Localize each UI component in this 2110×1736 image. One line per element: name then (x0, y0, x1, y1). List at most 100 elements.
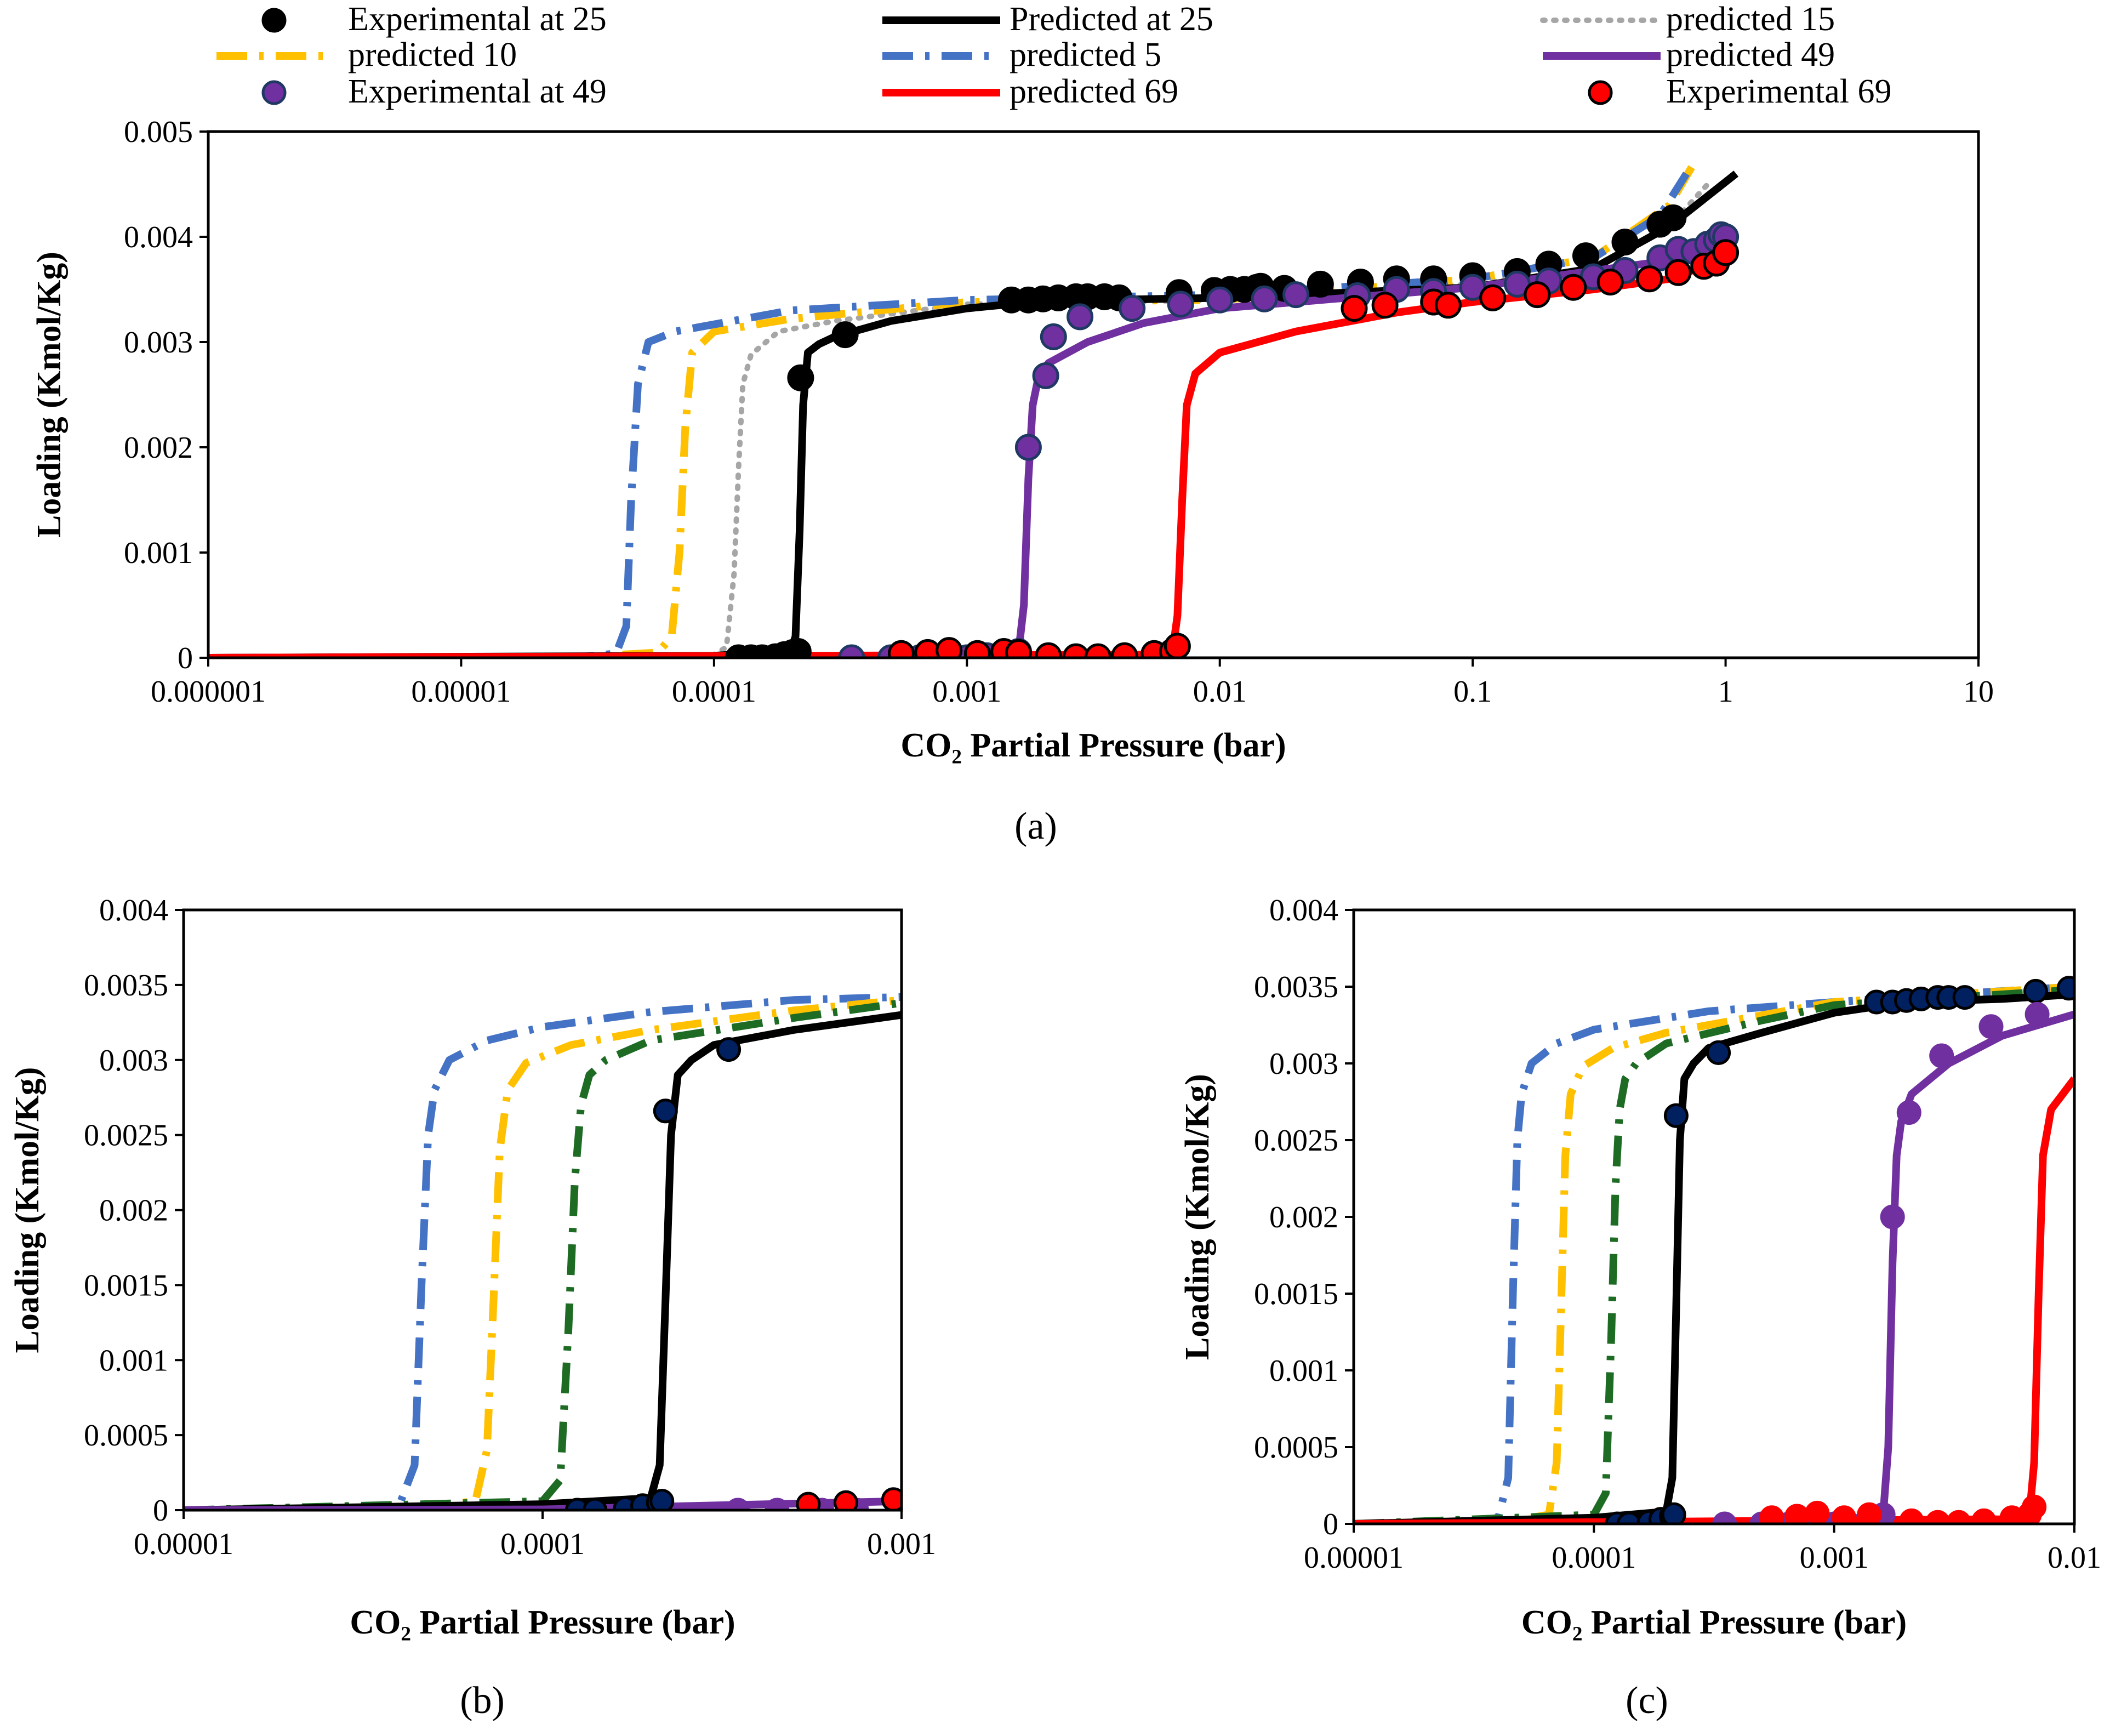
y-tick-label: 0.002 (1269, 1200, 1338, 1234)
legend-item-experimental-at-49: Experimental at 49 (261, 73, 607, 110)
legend-item-experimental-69: Experimental 69 (1588, 73, 1891, 110)
data-point-experimental-at-25 (653, 1098, 678, 1124)
data-point-experimental-at-25 (716, 1037, 742, 1062)
legend-item-predicted-49: predicted 49 (1543, 36, 1835, 73)
data-point-experimental-69 (1899, 1508, 1924, 1524)
y-tick-label: 0.005 (124, 115, 193, 149)
data-point-experimental-at-49 (838, 644, 865, 658)
y-tick-label: 0.003 (1269, 1047, 1338, 1081)
data-point-experimental-at-49 (1929, 1043, 1954, 1068)
y-axis-title: Loading (Kmol/Kg) (9, 1067, 46, 1353)
series-line-predicted-at-25 (184, 1011, 902, 1510)
legend-label: predicted 5 (1010, 36, 1161, 73)
data-point-experimental-69 (2022, 1494, 2047, 1519)
x-axis-title: CO₂ Partial Pressure (bar) (350, 1604, 735, 1641)
legend-item-predicted-15: predicted 15 (1540, 1, 1835, 38)
data-point-experimental-at-25 (787, 364, 814, 391)
y-tick-label: 0.0025 (84, 1119, 168, 1153)
data-point-experimental-at-25 (784, 638, 812, 658)
x-tick-label: 0.01 (2048, 1541, 2101, 1575)
series-line-predicted-10 (1354, 983, 2074, 1524)
data-point-experimental-69 (1971, 1508, 1997, 1524)
data-point-experimental-at-25 (1616, 1511, 1641, 1524)
series-line-predicted-5 (208, 172, 1690, 658)
legend-marker (261, 80, 287, 105)
series-line-predicted-15 (1354, 986, 2074, 1524)
x-tick-label: 0.01 (1193, 675, 1247, 709)
x-axis-title: CO₂ Partial Pressure (bar) (1521, 1604, 1907, 1641)
series-line-predicted-15 (208, 181, 1710, 658)
series-line-predicted-10 (184, 996, 902, 1510)
x-axis-title: CO₂ Partial Pressure (bar) (900, 727, 1286, 764)
y-tick-label: 0 (153, 1494, 168, 1528)
legend-item-predicted-10: predicted 10 (216, 36, 517, 73)
data-point-experimental-69 (1005, 639, 1032, 658)
data-point-experimental-at-49 (1282, 281, 1310, 309)
series-line-predicted-49 (1354, 1010, 2074, 1524)
series-line-predicted-10 (208, 161, 1697, 658)
data-point-experimental-69 (1712, 239, 1740, 266)
data-point-experimental-69 (1832, 1505, 1857, 1524)
data-point-experimental-69 (1759, 1505, 1784, 1524)
y-tick-label: 0.002 (124, 431, 193, 465)
x-tick-label: 0.0001 (500, 1527, 585, 1561)
data-point-experimental-69 (1164, 633, 1191, 658)
series-line-predicted-at-25 (208, 170, 1739, 658)
x-tick-label: 0.0001 (1552, 1541, 1636, 1575)
data-point-experimental-69 (1479, 284, 1507, 311)
data-point-experimental-at-49 (1167, 291, 1194, 318)
data-point-experimental-69 (1925, 1510, 1951, 1524)
data-point-experimental-69 (1596, 269, 1624, 296)
y-tick-label: 0.0015 (1254, 1277, 1338, 1311)
data-point-experimental-at-25 (1706, 1040, 1731, 1065)
data-point-experimental-69 (1560, 274, 1587, 301)
data-point-experimental-69 (1371, 292, 1399, 319)
x-tick-label: 0.001 (867, 1527, 936, 1561)
y-tick-label: 0.004 (99, 893, 168, 927)
data-point-experimental-at-25 (831, 321, 859, 349)
y-tick-label: 0 (178, 641, 193, 675)
chart-panel-b: 0 0.0005 0.001 0.0015 0.002 0.0025 0.003 0.0035… (9, 893, 936, 1722)
data-point-experimental-at-49 (1206, 286, 1234, 314)
legend-label: Experimental at 25 (348, 1, 607, 38)
y-tick-label: 0.003 (124, 326, 193, 360)
legend-label: Predicted at 25 (1010, 1, 1213, 38)
data-point-experimental-69 (796, 1492, 821, 1510)
x-tick-label: 0.001 (932, 675, 1001, 709)
data-point-experimental-at-49 (1251, 285, 1278, 312)
y-axis-title: Loading (Kmol/Kg) (31, 252, 68, 538)
data-point-experimental-at-25 (1660, 204, 1687, 231)
legend-item-experimental-at-25: Experimental at 25 (261, 1, 607, 38)
legend-label: predicted 10 (348, 36, 517, 73)
data-point-experimental-69 (1805, 1500, 1830, 1524)
panel-label: (b) (460, 1680, 505, 1722)
data-point-experimental-69 (881, 1487, 902, 1510)
data-point-experimental-69 (834, 1490, 858, 1510)
series-line-predicted-5 (1354, 983, 2074, 1524)
data-point-experimental-at-25 (1611, 229, 1639, 256)
data-point-experimental-at-49 (1032, 362, 1059, 389)
data-point-experimental-at-25 (2056, 976, 2074, 1001)
y-axis-title: Loading (Kmol/Kg) (1179, 1074, 1216, 1360)
data-point-experimental-69 (1524, 281, 1551, 309)
series-line-predicted-69 (1354, 1076, 2074, 1524)
data-point-experimental-69 (1664, 259, 1692, 286)
data-point-experimental-at-49 (1014, 434, 1042, 461)
y-tick-label: 0.0015 (84, 1268, 168, 1302)
data-point-experimental-69 (1946, 1510, 1971, 1524)
data-point-experimental-at-49 (1040, 323, 1067, 350)
series-line-predicted-5 (184, 993, 902, 1510)
legend-label: predicted 15 (1666, 1, 1835, 38)
data-point-experimental-69 (888, 640, 915, 658)
y-tick-label: 0.004 (1269, 893, 1338, 927)
legend-label: Experimental at 49 (348, 73, 607, 110)
x-tick-label: 0.00001 (1304, 1541, 1404, 1575)
data-point-experimental-at-25 (1661, 1502, 1686, 1524)
legend-marker (1588, 80, 1613, 105)
data-point-experimental-69 (1857, 1502, 1882, 1524)
data-point-experimental-at-49 (1880, 1204, 1905, 1230)
data-point-experimental-at-25 (1307, 270, 1334, 298)
y-tick-label: 0.003 (99, 1044, 168, 1078)
data-point-experimental-at-49 (1119, 295, 1146, 322)
plot-area (1354, 976, 2074, 1524)
